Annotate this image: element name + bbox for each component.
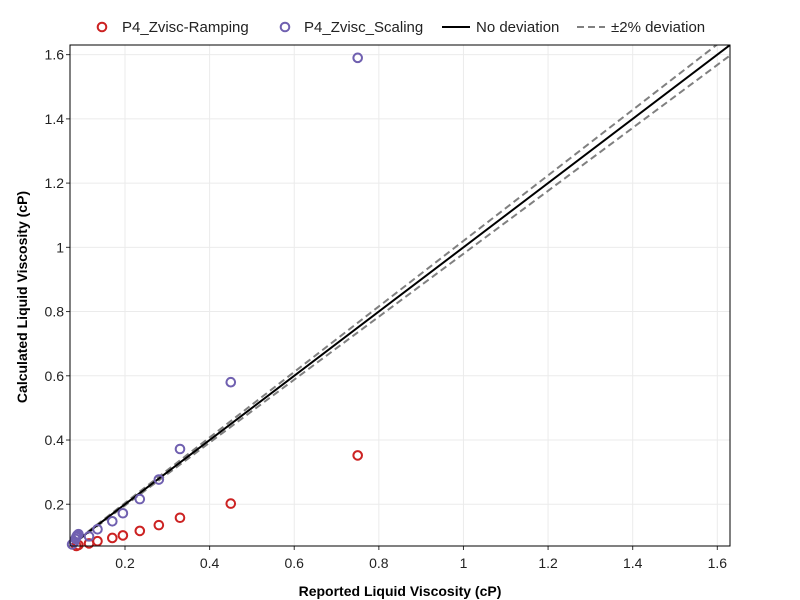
scaling-data-point <box>73 528 84 540</box>
axis-ticks: 0.2 0.4 0.6 0.8 1 1.2 1.4 1.6 0.2 0.4 0.6 0.8 1 1.2 1.… <box>45 44 731 571</box>
scaling-data-point <box>71 530 83 541</box>
x-tick-label: 1.6 <box>708 555 728 571</box>
y-tick-label: 1.2 <box>45 175 65 191</box>
x-tick-label: 1.4 <box>623 555 643 571</box>
x-tick-label: 0.4 <box>200 555 220 571</box>
scaling-data-point <box>92 524 103 535</box>
legend-label-ramping: P4_Zvisc-Ramping <box>122 19 249 36</box>
legend-label-deviation: ±2% deviation <box>611 19 705 36</box>
ramping-data-point <box>174 512 186 524</box>
plot-border <box>69 44 731 547</box>
scaling-data-point <box>107 515 118 527</box>
legend-label-scaling: P4_Zvisc_Scaling <box>304 19 423 36</box>
y-tick-label: 1 <box>56 239 64 255</box>
legend-marker-ramping <box>96 21 108 33</box>
scaling-data-point <box>117 507 129 519</box>
x-tick-label: 1.2 <box>538 555 558 571</box>
scaling-data-point <box>352 52 363 64</box>
ramping-data-point <box>92 535 103 547</box>
scaling-data-point <box>134 493 146 505</box>
reference-lines <box>70 45 730 546</box>
scaling-data-point <box>83 531 95 542</box>
lower-deviation-line <box>70 54 730 546</box>
y-tick-label: 0.6 <box>45 368 65 384</box>
x-tick-label: 0.2 <box>115 555 135 571</box>
no-deviation-line <box>70 45 730 546</box>
x-axis-title: Reported Liquid Viscosity (cP) <box>299 583 502 599</box>
upper-deviation-line <box>70 45 719 546</box>
y-tick-label: 0.4 <box>45 432 65 448</box>
scaling-data-point <box>225 376 237 388</box>
legend: P4_Zvisc-Ramping P4_Zvisc_Scaling No dev… <box>96 19 705 36</box>
ramping-data-point <box>352 450 363 461</box>
scaling-data-point <box>153 474 165 485</box>
y-tick-label: 0.2 <box>45 496 65 512</box>
x-tick-label: 1 <box>460 555 468 571</box>
y-axis-title: Calculated Liquid Viscosity (cP) <box>14 191 30 403</box>
scaling-data-point <box>174 443 186 455</box>
ramping-data-point <box>225 498 237 509</box>
ramping-data-point <box>134 525 146 537</box>
y-tick-label: 0.8 <box>45 304 65 320</box>
legend-label-no-deviation: No deviation <box>476 19 559 36</box>
ramping-data-point <box>153 519 165 531</box>
x-tick-label: 0.6 <box>284 555 304 571</box>
ramping-data-point <box>107 532 118 544</box>
y-tick-label: 1.6 <box>45 47 65 63</box>
ramping-data-point <box>117 530 129 541</box>
grid <box>70 45 730 546</box>
legend-marker-scaling <box>279 21 291 33</box>
data-points <box>66 52 363 552</box>
y-tick-label: 1.4 <box>45 111 65 127</box>
x-tick-label: 0.8 <box>369 555 389 571</box>
